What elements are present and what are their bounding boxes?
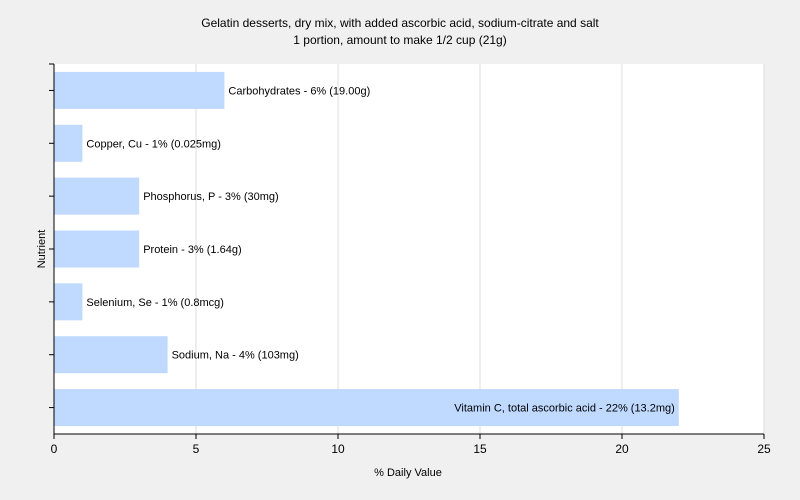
axes: 0 5 10 15 20 25 [49,63,771,456]
bars: Carbohydrates - 6% (19.00g) Copper, Cu - … [54,71,679,427]
bar [54,177,140,215]
x-tick-label: 10 [331,442,345,456]
bar-label: Copper, Cu - 1% (0.025mg) [86,138,221,150]
bar [54,283,83,321]
bar [54,336,168,374]
chart-subtitle: 1 portion, amount to make 1/2 cup (21g) [293,33,506,47]
x-tick-label: 20 [615,442,629,456]
x-tick-label: 5 [193,442,200,456]
bar [54,124,83,162]
x-tick-label: 15 [473,442,487,456]
bar-label: Carbohydrates - 6% (19.00g) [228,85,370,97]
x-tick-label: 0 [51,442,58,456]
grid [54,64,765,434]
y-axis-label: Nutrient [36,230,48,269]
bar [54,71,225,109]
x-axis-label: % Daily Value [374,467,442,479]
plot-area [54,64,764,434]
bar-label: Selenium, Se - 1% (0.8mcg) [86,297,224,309]
bar-label: Vitamin C, total ascorbic acid - 22% (13… [454,403,675,415]
chart-title: Gelatin desserts, dry mix, with added as… [201,16,599,30]
bar-label: Sodium, Na - 4% (103mg) [172,350,299,362]
bar-label: Protein - 3% (1.64g) [143,244,241,256]
bar [54,389,679,427]
bar [54,230,140,268]
bar-label: Phosphorus, P - 3% (30mg) [143,191,279,203]
x-tick-label: 25 [757,442,771,456]
